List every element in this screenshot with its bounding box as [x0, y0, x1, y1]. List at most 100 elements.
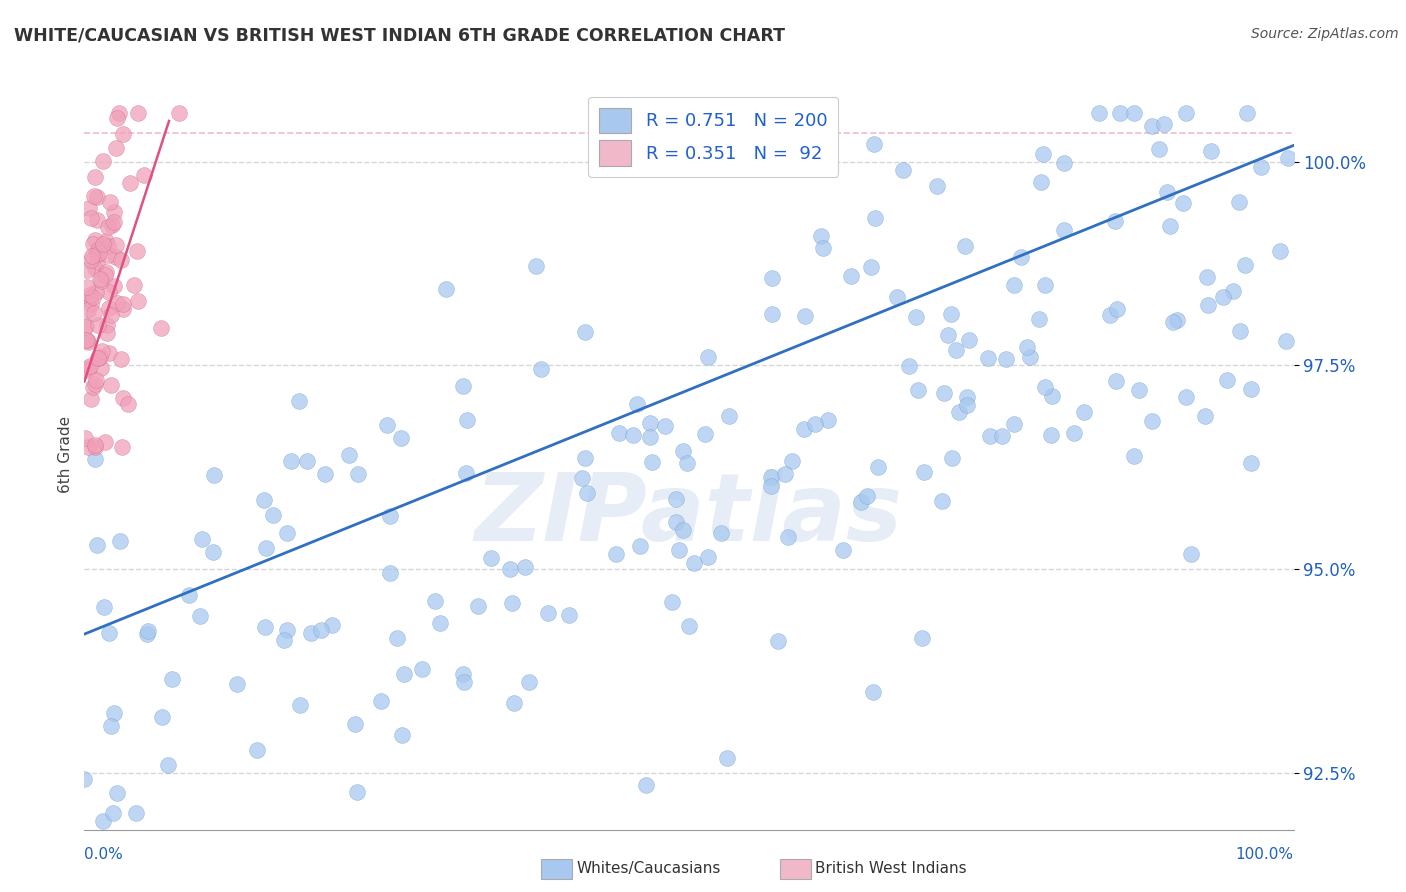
Point: [87, 318, 110, 333]
Point: [262, 508, 284, 523]
Point: [956, 390, 979, 404]
Point: [111, 296, 134, 310]
Point: [103, 205, 125, 219]
Point: [621, 428, 644, 442]
Point: [948, 405, 970, 419]
Point: [1052, 223, 1074, 237]
Point: [112, 392, 135, 406]
Point: [76, 361, 98, 376]
Point: [636, 778, 658, 792]
Point: [80, 211, 103, 226]
Point: [87, 246, 110, 260]
Point: [100, 378, 122, 392]
Point: [91, 154, 114, 169]
Point: [1010, 250, 1032, 264]
Point: [953, 239, 976, 253]
Point: [76, 303, 98, 318]
Point: [1002, 417, 1025, 432]
Point: [1195, 270, 1218, 285]
Point: [931, 493, 953, 508]
Point: [794, 309, 817, 323]
Point: [1277, 151, 1299, 165]
Point: [117, 397, 139, 411]
Text: WHITE/CAUCASIAN VS BRITISH WEST INDIAN 6TH GRADE CORRELATION CHART: WHITE/CAUCASIAN VS BRITISH WEST INDIAN 6…: [14, 27, 785, 45]
Point: [1033, 380, 1056, 394]
Point: [1122, 106, 1144, 120]
Point: [110, 252, 132, 267]
Point: [831, 542, 853, 557]
Point: [862, 684, 884, 698]
Point: [346, 785, 368, 799]
Point: [77, 335, 100, 350]
Point: [1250, 160, 1272, 174]
Point: [979, 429, 1001, 443]
Point: [863, 211, 886, 225]
Point: [501, 596, 523, 610]
Point: [86, 351, 108, 366]
Point: [1161, 315, 1184, 329]
Point: [75, 319, 97, 334]
Point: [91, 814, 114, 829]
Point: [76, 263, 98, 277]
Point: [225, 677, 247, 691]
Point: [191, 533, 214, 547]
Point: [94, 268, 117, 282]
Point: [693, 427, 716, 442]
Point: [904, 310, 927, 325]
Point: [73, 772, 96, 786]
Point: [378, 509, 401, 524]
Point: [1222, 284, 1244, 298]
Point: [136, 627, 159, 641]
Point: [84, 373, 107, 387]
Point: [100, 308, 122, 322]
Point: [1275, 334, 1298, 348]
Point: [558, 608, 581, 623]
Point: [668, 542, 690, 557]
Point: [392, 667, 415, 681]
Point: [776, 530, 799, 544]
Point: [498, 562, 520, 576]
Point: [1233, 258, 1256, 272]
Point: [118, 176, 141, 190]
Point: [1029, 175, 1052, 189]
Point: [911, 632, 934, 646]
Point: [977, 351, 1000, 365]
Point: [391, 728, 413, 742]
Point: [90, 360, 112, 375]
Point: [105, 251, 128, 265]
Point: [80, 392, 103, 407]
Point: [86, 255, 108, 269]
Point: [1105, 374, 1128, 388]
Point: [1156, 185, 1178, 199]
Point: [761, 271, 783, 285]
Point: [451, 666, 474, 681]
Point: [276, 526, 298, 541]
Point: [107, 112, 129, 126]
Point: [1053, 155, 1076, 169]
Point: [1109, 106, 1132, 120]
Point: [80, 252, 103, 267]
Point: [104, 140, 127, 154]
Point: [571, 471, 593, 485]
Point: [957, 333, 980, 347]
Text: ZIPatlas: ZIPatlas: [475, 469, 903, 561]
Point: [661, 595, 683, 609]
Point: [927, 178, 949, 193]
Point: [607, 425, 630, 440]
Point: [254, 620, 277, 634]
Point: [105, 296, 128, 310]
Point: [98, 346, 121, 360]
Point: [575, 486, 598, 500]
Point: [83, 438, 105, 452]
Point: [1122, 450, 1144, 464]
Point: [127, 106, 149, 120]
Point: [83, 306, 105, 320]
Point: [1033, 277, 1056, 292]
Point: [860, 260, 883, 274]
Point: [451, 379, 474, 393]
Point: [321, 617, 343, 632]
Point: [467, 599, 489, 613]
Point: [1018, 350, 1040, 364]
Point: [1040, 427, 1063, 442]
Point: [941, 451, 963, 466]
